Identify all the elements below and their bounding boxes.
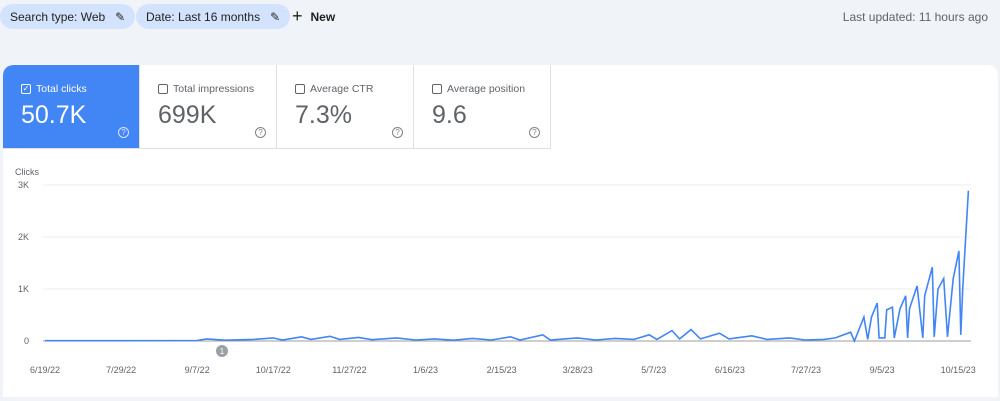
help-icon[interactable]: ?: [529, 127, 540, 138]
performance-card: ✓ Total clicks 50.7K ? Total impressions …: [3, 65, 998, 397]
x-tick-label: 9/5/23: [870, 365, 895, 375]
x-tick-label: 9/7/22: [185, 365, 210, 375]
plus-icon: +: [292, 6, 303, 26]
checkbox-checked-icon[interactable]: ✓: [21, 84, 31, 94]
y-tick-label: 0: [24, 336, 29, 346]
metric-label: Average position: [447, 83, 526, 95]
x-tick-label: 11/27/22: [332, 365, 366, 375]
x-tick-label: 6/16/23: [715, 365, 745, 375]
last-updated: Last updated: 11 hours ago: [842, 10, 988, 24]
help-icon[interactable]: ?: [255, 127, 266, 138]
search-type-filter[interactable]: Search type: Web ✎: [0, 4, 136, 29]
checkbox-icon[interactable]: [158, 84, 168, 94]
new-label: New: [310, 9, 336, 24]
metric-total-clicks[interactable]: ✓ Total clicks 50.7K ?: [3, 65, 140, 149]
x-tick-label: 7/29/22: [106, 365, 136, 375]
pencil-icon: ✎: [115, 9, 126, 24]
filter-label: Search type: Web: [10, 9, 106, 24]
y-tick-label: 1K: [18, 284, 29, 294]
svg-text:1: 1: [220, 347, 225, 356]
help-icon[interactable]: ?: [118, 127, 129, 138]
metric-total-impressions[interactable]: Total impressions 699K ?: [140, 65, 277, 149]
metric-label: Total impressions: [173, 83, 255, 95]
help-icon[interactable]: ?: [392, 127, 403, 138]
filter-label: Date: Last 16 months: [146, 9, 261, 24]
metric-average-ctr[interactable]: Average CTR 7.3% ?: [277, 65, 414, 149]
metric-value: 7.3%: [295, 101, 352, 129]
checkbox-icon[interactable]: [295, 84, 305, 94]
metric-label: Average CTR: [310, 83, 374, 95]
y-axis-label: Clicks: [15, 167, 39, 177]
checkbox-icon[interactable]: [432, 84, 442, 94]
annotation-marker[interactable]: 1: [216, 345, 228, 357]
y-tick-label: 2K: [18, 232, 29, 242]
metric-label: Total clicks: [36, 83, 87, 95]
x-tick-label: 7/27/23: [791, 365, 821, 375]
x-tick-label: 5/7/23: [641, 365, 666, 375]
metric-value: 9.6: [432, 101, 467, 129]
x-tick-label: 3/28/23: [563, 365, 593, 375]
y-tick-label: 3K: [18, 180, 29, 190]
x-tick-label: 1/6/23: [413, 365, 438, 375]
metric-average-position[interactable]: Average position 9.6 ?: [414, 65, 551, 149]
metric-value: 699K: [158, 101, 217, 129]
x-tick-label: 2/15/23: [487, 365, 517, 375]
pencil-icon: ✎: [270, 9, 281, 24]
x-tick-label: 10/17/22: [256, 365, 291, 375]
x-tick-label: 10/15/23: [941, 365, 976, 375]
date-filter[interactable]: Date: Last 16 months ✎: [136, 4, 291, 29]
clicks-series-line: [45, 190, 970, 344]
new-filter-button[interactable]: + New: [292, 4, 335, 29]
clicks-chart[interactable]: Clicks 0 1K 2K 3K 6/19/22 7/29/22 9/7/22 10/17/…: [3, 65, 998, 397]
metric-value: 50.7K: [21, 101, 87, 129]
x-tick-label: 6/19/22: [30, 365, 60, 375]
